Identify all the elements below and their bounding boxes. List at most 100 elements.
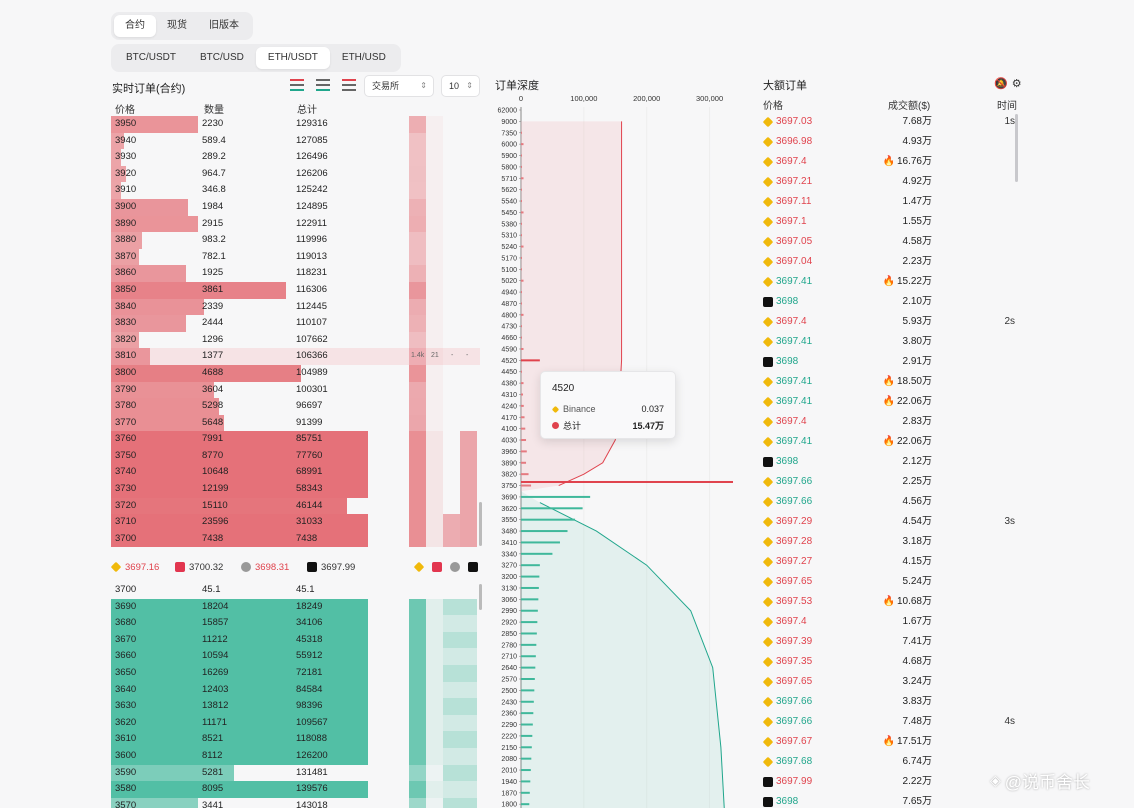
large-order-row[interactable]: 3697.65 3.24万 [762,672,1023,692]
ask-row[interactable]: 3800 4688 104989 [111,364,480,382]
large-order-row[interactable]: 3698 2.12万 [763,452,1023,472]
ask-row[interactable]: 3930 289.2 126496 [111,149,480,166]
tab-market-0[interactable]: 合约 [114,15,156,37]
large-order-row[interactable]: 3697.65 5.24万 [762,572,1023,592]
ask-row[interactable]: 3820 1296 107662 [111,331,480,349]
bid-row[interactable]: 3690 18204 18249 [111,598,480,616]
bid-row[interactable]: 3700 45.1 45.1 [111,582,480,599]
ask-row[interactable]: 3890 2915 122911 [111,215,480,233]
large-order-row[interactable]: 3697.39 7.41万 [762,632,1023,652]
bids-view-icon[interactable] [314,76,332,94]
asks-scrollbar[interactable] [479,502,482,546]
tab-market-1[interactable]: 现货 [167,20,187,31]
coinbase-icon-filter[interactable] [450,562,460,572]
large-order-row[interactable]: 3697.11 1.47万 [762,192,1023,212]
bid-row[interactable]: 3590 5281 131481 [111,764,480,782]
ask-row[interactable]: 3840 2339 112445 [111,298,480,316]
large-order-row[interactable]: 3697.99 2.22万 [763,772,1023,792]
tab-pair-0[interactable]: BTC/USDT [126,52,176,63]
bybit-icon-filter[interactable] [432,562,442,572]
binance-icon-filter[interactable] [413,561,425,573]
ask-row[interactable]: 3920 964.7 126206 [111,165,480,183]
ask-row[interactable]: 3860 1925 118231 [111,265,480,282]
large-order-row[interactable]: 3697.66 7.48万 4s [762,712,1023,732]
depth-count-select[interactable]: 10 ⇕ [441,75,480,97]
bid-row[interactable]: 3620 11171 109567 [111,714,480,732]
large-order-row[interactable]: 3697.41 🔥 22.06万 [762,432,1023,452]
large-order-row[interactable]: 3698 7.65万 [763,792,1023,808]
large-order-row[interactable]: 3697.21 4.92万 [762,172,1023,192]
large-order-row[interactable]: 3697.41 🔥 15.22万 [762,272,1023,292]
large-order-row[interactable]: 3697.04 2.23万 [762,252,1023,272]
bid-row[interactable]: 3680 15857 34106 [111,615,480,632]
large-order-row[interactable]: 3697.4 2.83万 [762,412,1023,432]
large-order-row[interactable]: 3697.41 3.80万 [762,332,1023,352]
asks-view-icon[interactable] [340,76,358,94]
bid-row[interactable]: 3640 12403 84584 [111,681,480,699]
tab-pair-2[interactable]: ETH/USDT [255,47,330,69]
large-order-row[interactable]: 3697.67 🔥 17.51万 [762,732,1023,752]
bid-row[interactable]: 3610 8521 118088 [111,731,480,748]
ask-exchange-cell [443,332,460,349]
ask-row[interactable]: 3780 5298 96697 [111,398,480,415]
ask-row[interactable]: 3850 3861 116306 [111,281,480,299]
ask-price: 3910 [115,184,137,196]
large-order-row[interactable]: 3697.66 2.25万 [762,472,1023,492]
bid-row[interactable]: 3570 3441 143018 [111,797,480,808]
okx-icon-filter[interactable] [468,562,478,572]
bid-row[interactable]: 3660 10594 55912 [111,648,480,665]
ask-row[interactable]: 3790 3604 100301 [111,381,480,399]
ask-row[interactable]: 3950 2230 129316 [111,116,480,133]
bid-row[interactable]: 3670 11212 45318 [111,631,480,649]
large-order-row[interactable]: 3697.41 🔥 22.06万 [762,392,1023,412]
bid-row[interactable]: 3630 13812 98396 [111,698,480,715]
bid-row[interactable]: 3600 8112 126200 [111,747,480,765]
exchange-select[interactable]: 交易所 ⇕ [364,75,434,97]
large-order-row[interactable]: 3697.4 5.93万 2s [762,312,1023,332]
large-order-row[interactable]: 3697.53 🔥 10.68万 [762,592,1023,612]
large-order-row[interactable]: 3697.05 4.58万 [762,232,1023,252]
large-order-row[interactable]: 3697.66 3.83万 [762,692,1023,712]
large-order-row[interactable]: 3697.28 3.18万 [762,532,1023,552]
large-order-row[interactable]: 3697.66 4.56万 [762,492,1023,512]
ask-row[interactable]: 3710 23596 31033 [111,514,480,531]
ask-row[interactable]: 3720 15110 46144 [111,497,480,515]
large-order-row[interactable]: 3697.4 🔥 16.76万 [762,152,1023,172]
large-order-row[interactable]: 3697.29 4.54万 3s [762,512,1023,532]
ask-row[interactable]: 3750 8770 77760 [111,447,480,465]
large-order-row[interactable]: 3697.41 🔥 18.50万 [762,372,1023,392]
large-order-row[interactable]: 3697.68 6.74万 [762,752,1023,772]
tab-market-2[interactable]: 旧版本 [209,20,239,31]
ask-row[interactable]: 3880 983.2 119996 [111,232,480,249]
ask-row[interactable]: 3910 346.8 125242 [111,182,480,199]
large-order-row[interactable]: 3697.27 4.15万 [762,552,1023,572]
large-order-row[interactable]: 3697.1 1.55万 [762,212,1023,232]
bid-row[interactable]: 3580 8095 139576 [111,781,480,798]
large-order-row[interactable]: 3697.35 4.68万 [762,652,1023,672]
tab-pair-1[interactable]: BTC/USD [200,52,244,63]
depth-chart[interactable]: 0 100,000 200,000 300,000 62000 9000 7350 6000 5… [493,93,733,808]
tab-pair-3[interactable]: ETH/USD [341,52,386,63]
large-orders-scrollbar[interactable] [1015,114,1018,182]
both-sides-view-icon[interactable] [288,76,306,94]
ask-row[interactable]: 3830 2444 110107 [111,315,480,332]
large-order-row[interactable]: 3698 2.10万 [763,292,1023,312]
ask-row[interactable]: 3730 12199 58343 [111,481,480,498]
ask-row[interactable]: 3700 7438 7438 [111,530,480,548]
ask-row[interactable]: 3870 782.1 119013 [111,248,480,266]
ask-row[interactable]: 3940 589.4 127085 [111,132,480,150]
mute-bell-icon[interactable]: 🔕 [994,78,1008,90]
large-order-row[interactable]: 3697.03 7.68万 1s [762,112,1023,132]
ask-exchange-cell [426,298,443,316]
large-order-row[interactable]: 3697.4 1.67万 [762,612,1023,632]
ask-row[interactable]: 3770 5648 91399 [111,414,480,432]
ask-row[interactable]: 3760 7991 85751 [111,431,480,448]
ask-row[interactable]: 3740 10648 68991 [111,464,480,482]
gear-icon[interactable]: ⚙ [1011,78,1022,90]
ask-row[interactable]: 3810 1377 106366 1.4k 21 - - [111,348,480,365]
bids-scrollbar[interactable] [479,584,482,610]
large-order-row[interactable]: 3696.98 4.93万 [762,132,1023,152]
large-order-row[interactable]: 3698 2.91万 [763,352,1023,372]
bid-row[interactable]: 3650 16269 72181 [111,664,480,682]
ask-row[interactable]: 3900 1984 124895 [111,198,480,216]
